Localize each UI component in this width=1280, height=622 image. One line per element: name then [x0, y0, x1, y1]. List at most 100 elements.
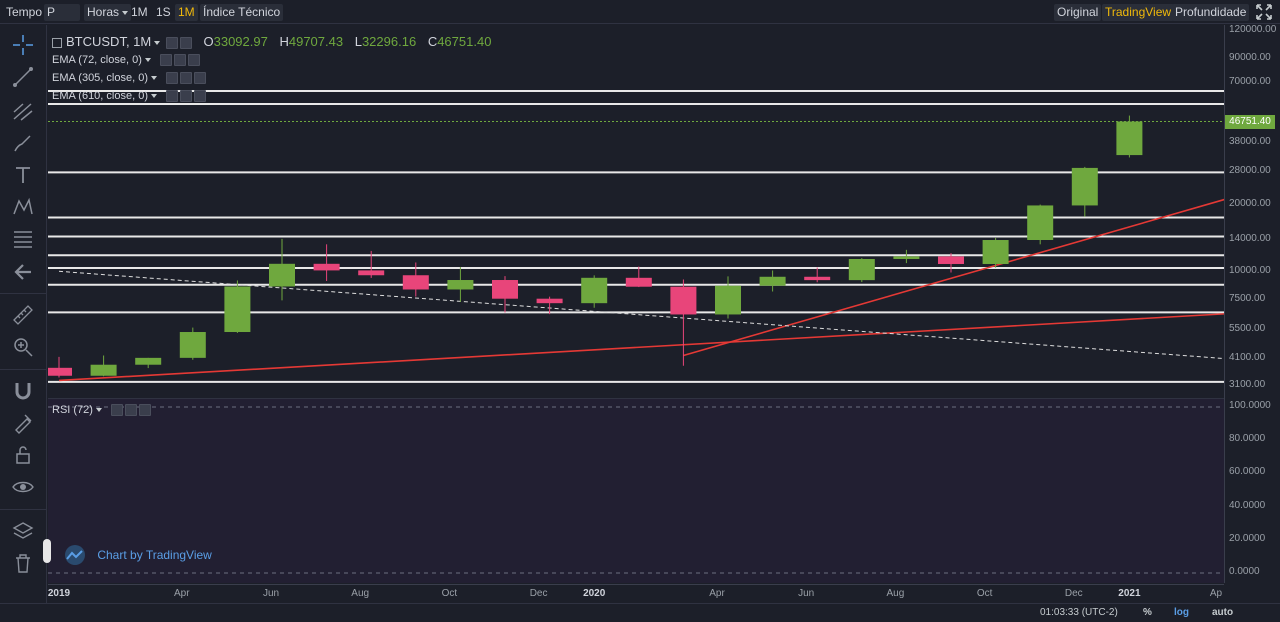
- settings-icon[interactable]: [180, 90, 193, 103]
- pitchfork-icon[interactable]: [11, 99, 35, 123]
- candle-body[interactable]: [715, 285, 741, 315]
- price-chart[interactable]: [48, 25, 1224, 397]
- candle-body[interactable]: [759, 276, 786, 286]
- candle-body[interactable]: [893, 256, 920, 259]
- interval-1m-active-button[interactable]: 1M: [175, 4, 198, 21]
- candle-body[interactable]: [90, 364, 117, 376]
- candle-body[interactable]: [358, 270, 385, 276]
- symbol-square-icon: [52, 37, 62, 48]
- candle-body[interactable]: [625, 277, 652, 287]
- candle-body[interactable]: [447, 280, 474, 290]
- ema-72-legend[interactable]: EMA (72, close, 0): [52, 54, 200, 67]
- close-icon[interactable]: [194, 72, 207, 85]
- back-arrow-icon[interactable]: [11, 260, 35, 284]
- low-value: 32296.16: [361, 34, 417, 49]
- technical-index-button[interactable]: Índice Técnico: [200, 4, 284, 21]
- tradingview-watermark[interactable]: Chart by TradingView: [60, 544, 212, 566]
- magnet-icon[interactable]: [11, 379, 35, 403]
- close-icon[interactable]: [139, 404, 152, 417]
- eye-toggle-icon[interactable]: [165, 36, 178, 49]
- candle-body[interactable]: [1116, 121, 1143, 156]
- eye-toggle-icon[interactable]: [159, 54, 172, 67]
- symbol-name[interactable]: BTCUSDT, 1M: [66, 34, 152, 49]
- rsi-pane[interactable]: [48, 398, 1224, 583]
- ema-610-legend[interactable]: EMA (610, close, 0): [52, 90, 207, 103]
- interval-1s-button[interactable]: 1S: [156, 5, 171, 19]
- horas-dropdown[interactable]: Horas: [84, 4, 132, 21]
- auto-toggle[interactable]: auto: [1212, 607, 1234, 618]
- ema-305-legend[interactable]: EMA (305, close, 0): [52, 72, 207, 85]
- time-axis[interactable]: 2019 Apr Jun Aug Oct Dec 2020 Apr Jun Aug Oct Dec 20…: [48, 584, 1224, 603]
- candle-body[interactable]: [402, 275, 429, 290]
- layers-icon[interactable]: [11, 519, 35, 543]
- percent-toggle[interactable]: %: [1143, 607, 1152, 618]
- symbol-legend: BTCUSDT, 1M O33092.97 H49707.43 L32296.1…: [52, 34, 491, 49]
- candle-body[interactable]: [581, 277, 608, 304]
- settings-icon[interactable]: [180, 72, 193, 85]
- view-depth-tab[interactable]: Profundidade: [1172, 4, 1250, 21]
- settings-icon[interactable]: [179, 36, 192, 49]
- eye-toggle-icon[interactable]: [166, 90, 179, 103]
- price-scale[interactable]: 120000.00 90000.00 70000.00 38000.00 28000.0…: [1224, 24, 1280, 583]
- trash-icon[interactable]: [11, 551, 35, 575]
- close-icon[interactable]: [194, 90, 207, 103]
- candlestick-plot[interactable]: [48, 25, 1224, 397]
- eye-toggle-icon[interactable]: [111, 404, 124, 417]
- month-tick-label: Dec: [529, 588, 548, 599]
- price-tick-label: 70000.00: [1229, 76, 1271, 88]
- candle-body[interactable]: [848, 258, 875, 281]
- crosshair-icon[interactable]: [11, 33, 35, 57]
- rsi-tick-label: 0.0000: [1229, 566, 1260, 577]
- period-select[interactable]: P: [44, 4, 80, 21]
- chevron-down-icon[interactable]: [154, 40, 161, 45]
- candle-body[interactable]: [224, 286, 251, 333]
- month-tick-label: Aug: [351, 588, 370, 599]
- red-trendline[interactable]: [58, 312, 1224, 382]
- rsi-tick-label: 80.0000: [1229, 433, 1266, 445]
- view-tradingview-tab[interactable]: TradingView: [1102, 4, 1175, 21]
- pattern-icon[interactable]: [11, 195, 35, 219]
- rsi-legend[interactable]: RSI (72): [52, 404, 152, 417]
- log-toggle[interactable]: log: [1174, 607, 1189, 618]
- candle-body[interactable]: [1071, 167, 1098, 206]
- settings-icon[interactable]: [125, 404, 138, 417]
- candle-body[interactable]: [536, 298, 563, 304]
- candle-body[interactable]: [135, 357, 162, 365]
- red-trendline[interactable]: [683, 188, 1224, 357]
- candle-body[interactable]: [804, 276, 831, 281]
- chevron-down-icon[interactable]: [95, 408, 102, 413]
- month-tick-label: Aug: [886, 588, 905, 599]
- settings-icon[interactable]: [173, 54, 186, 67]
- brush-icon[interactable]: [11, 131, 35, 155]
- ruler-icon[interactable]: [11, 303, 35, 327]
- candle-body[interactable]: [670, 286, 697, 315]
- eye-icon[interactable]: [11, 475, 35, 499]
- eye-toggle-icon[interactable]: [166, 72, 179, 85]
- candle-body[interactable]: [982, 240, 1009, 264]
- view-original-tab[interactable]: Original: [1054, 4, 1102, 21]
- lock-icon[interactable]: [11, 443, 35, 467]
- candle-body[interactable]: [179, 332, 206, 358]
- fib-retracement-icon[interactable]: [11, 227, 35, 251]
- chevron-down-icon[interactable]: [151, 76, 157, 81]
- candle-body[interactable]: [313, 263, 340, 271]
- candle-body[interactable]: [269, 263, 295, 287]
- interval-1m-button[interactable]: 1M: [131, 5, 148, 19]
- stay-drawing-icon[interactable]: [11, 411, 35, 435]
- pane-scroll-handle[interactable]: [43, 539, 51, 563]
- candle-body[interactable]: [938, 256, 964, 264]
- close-icon[interactable]: [187, 54, 200, 67]
- fullscreen-icon[interactable]: [1256, 4, 1272, 20]
- candle-body[interactable]: [48, 367, 72, 376]
- dashed-trendline[interactable]: [58, 270, 1224, 361]
- candle-body[interactable]: [492, 280, 518, 299]
- candle-body[interactable]: [1027, 205, 1054, 241]
- chevron-down-icon[interactable]: [151, 94, 157, 99]
- bottom-bar: 01:03:33 (UTC-2) % log auto: [0, 603, 1280, 622]
- text-tool-icon[interactable]: [11, 163, 35, 187]
- zoom-in-icon[interactable]: [11, 335, 35, 359]
- rsi-tick-label: 20.0000: [1229, 532, 1266, 544]
- trend-line-icon[interactable]: [11, 65, 35, 89]
- chevron-down-icon[interactable]: [144, 58, 151, 63]
- high-value: 49707.43: [288, 34, 344, 49]
